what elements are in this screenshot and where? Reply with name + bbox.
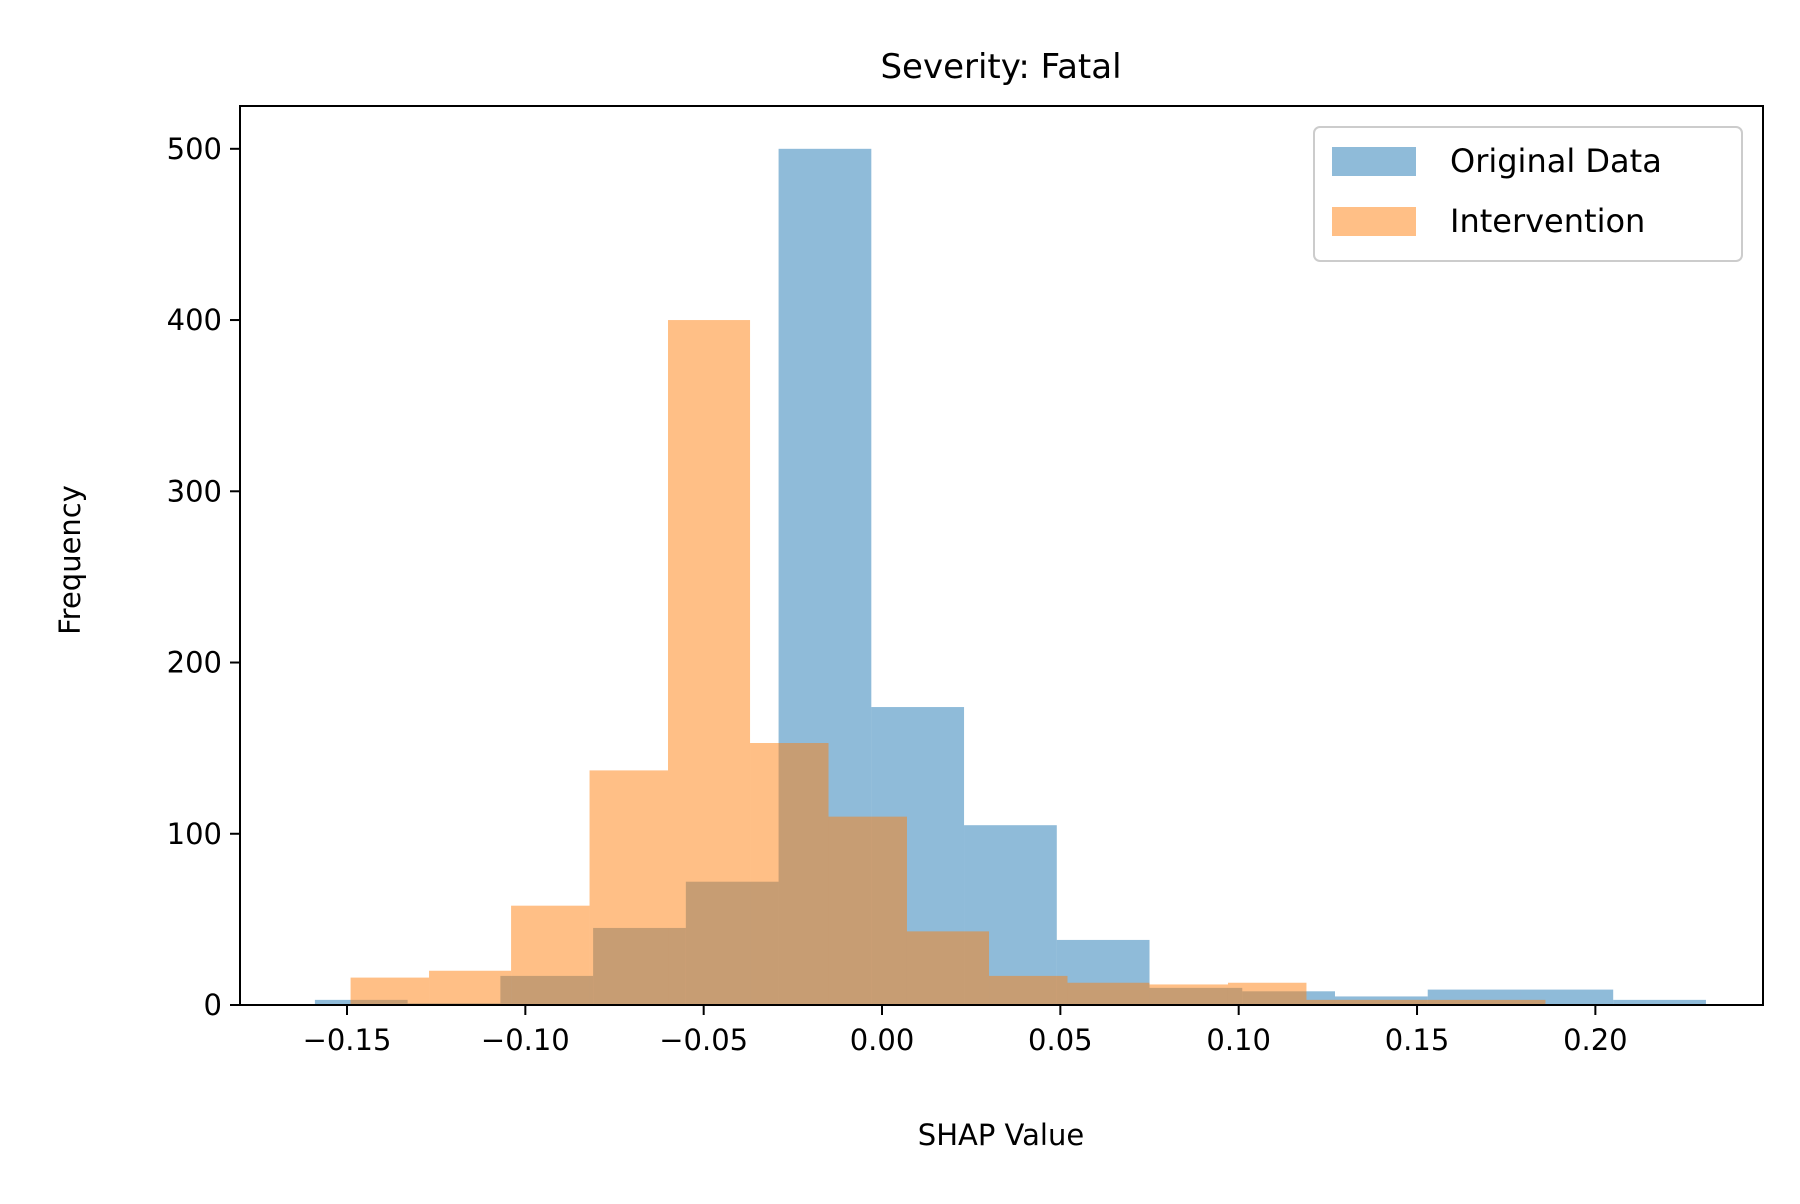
- x-tick-label: −0.05: [659, 1023, 748, 1057]
- plot-frame: [239, 105, 1764, 1006]
- legend-swatch-intervention: [1332, 207, 1416, 236]
- y-tick-label: 200: [167, 646, 222, 680]
- legend: Original Data Intervention: [1313, 126, 1743, 262]
- bar-intervention-8: [989, 975, 1068, 1005]
- bar-intervention-5: [750, 743, 829, 1005]
- legend-label-original-data: Original Data: [1450, 142, 1662, 180]
- bar-intervention-2: [511, 905, 590, 1005]
- x-tick-label: 0.15: [1385, 1023, 1450, 1057]
- bar-intervention-4: [668, 320, 751, 1005]
- x-tick-label: 0.00: [850, 1023, 915, 1057]
- bar-intervention-7: [906, 931, 990, 1005]
- bar-intervention-3: [589, 770, 669, 1005]
- y-axis-label: Frequency: [53, 485, 87, 635]
- x-axis: −0.15 −0.10 −0.05 0.00 0.05 0.10 0.15 0.20: [303, 1005, 1628, 1057]
- legend-swatch-original-data: [1332, 147, 1416, 176]
- bar-intervention-14: [1466, 999, 1546, 1005]
- bar-intervention-1: [429, 970, 512, 1005]
- bar-intervention-12: [1306, 999, 1385, 1005]
- y-axis: 0 100 200 300 400 500: [167, 132, 240, 1022]
- x-axis-label: SHAP Value: [918, 1118, 1084, 1152]
- legend-frame: [1313, 126, 1743, 262]
- y-tick-label: 300: [167, 474, 222, 508]
- bar-intervention-11: [1227, 982, 1307, 1005]
- y-tick-label: 100: [167, 817, 222, 851]
- x-tick-label: −0.15: [303, 1023, 392, 1057]
- bar-original-data-14: [1613, 999, 1706, 1005]
- legend-label-intervention: Intervention: [1450, 202, 1645, 240]
- x-tick-label: 0.05: [1028, 1023, 1093, 1057]
- y-tick-label: 0: [204, 988, 222, 1022]
- bar-intervention-13: [1384, 999, 1467, 1005]
- bar-intervention-6: [828, 816, 907, 1005]
- y-tick-label: 400: [167, 303, 222, 337]
- chart-title: Severity: Fatal: [880, 47, 1121, 87]
- y-tick-label: 500: [167, 132, 222, 166]
- bar-intervention-9: [1067, 982, 1150, 1005]
- x-tick-label: 0.20: [1563, 1023, 1628, 1057]
- bars-layer: [314, 148, 1706, 1005]
- x-tick-label: −0.10: [481, 1023, 570, 1057]
- bar-intervention-0: [350, 977, 430, 1005]
- bar-intervention-10: [1149, 984, 1228, 1005]
- x-tick-label: 0.10: [1206, 1023, 1271, 1057]
